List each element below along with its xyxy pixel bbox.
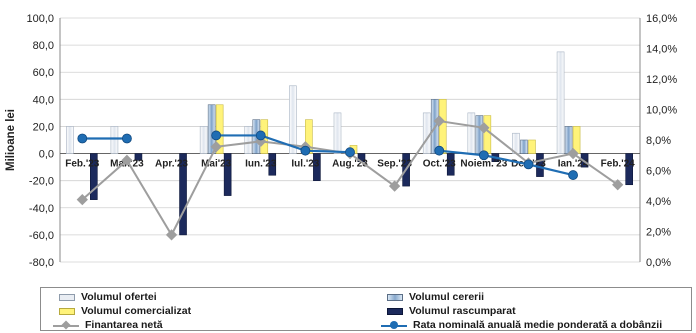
y-tick-label: -40,0: [29, 203, 54, 215]
point-rata: [300, 145, 311, 156]
point-rata: [122, 133, 132, 144]
y2-tick-label: 4,0%: [646, 196, 671, 208]
y-tick-label: 80,0: [33, 40, 54, 52]
point-finantare: [612, 179, 624, 191]
bar-repo: [179, 153, 187, 236]
y2-tick-label: 6,0%: [646, 166, 671, 178]
legend-swatch-rate: [381, 320, 407, 330]
point-rata: [523, 159, 534, 170]
legend-swatch-demand: [387, 293, 403, 301]
bar-repo: [90, 153, 98, 200]
legend-label-demand: Volumul cererii: [409, 291, 485, 303]
y-tick-label: 0,0: [39, 149, 54, 161]
bar-repo: [134, 153, 143, 161]
y-tick-label: 60,0: [33, 67, 54, 79]
x-tick-label: Ian.'24: [558, 159, 589, 170]
x-tick-label: Oct.'23: [423, 159, 456, 170]
point-rata: [434, 145, 445, 156]
legend-item-demand: Volumul cererii: [387, 290, 484, 304]
x-tick-label: Feb.'24: [601, 159, 635, 170]
bar-offer: [422, 112, 431, 154]
legend-item-fin: Finantarea netă: [53, 318, 163, 332]
bar-offer: [467, 112, 476, 154]
bar-offer: [110, 126, 119, 154]
point-rata: [478, 150, 489, 161]
legend-swatch-sold: [59, 307, 75, 315]
bar-sold: [438, 99, 447, 154]
y2-tick-label: 0,0%: [646, 257, 671, 269]
legend-item-offer: Volumul ofertei: [59, 290, 157, 304]
legend-label-sold: Volumul comercializat: [81, 305, 192, 317]
legend-label-fin: Finantarea netă: [85, 319, 163, 331]
point-finantare: [388, 180, 401, 192]
point-rata: [211, 130, 222, 141]
x-tick-label: Noiem.'23: [460, 159, 507, 170]
y-tick-label: -60,0: [29, 230, 54, 242]
y2-tick-label: 10,0%: [646, 105, 677, 117]
line-rata: [216, 134, 351, 154]
legend-label-rate: Rata nominală anuală medie ponderată a d…: [413, 319, 663, 331]
y2-tick-label: 16,0%: [646, 13, 677, 25]
legend-swatch-offer: [59, 293, 75, 301]
legend-item-rate: Rata nominală anuală medie ponderată a d…: [381, 318, 662, 332]
bar-repo: [446, 153, 455, 176]
y-tick-label: 100,0: [26, 13, 54, 25]
bar-repo: [268, 153, 277, 176]
x-tick-label: Feb.'23: [65, 159, 99, 170]
bar-demand: [475, 115, 484, 154]
bar-offer: [556, 51, 565, 154]
legend-swatch-repo: [387, 307, 403, 315]
point-rata: [568, 170, 578, 180]
x-tick-label: Iul.'23: [291, 159, 319, 170]
y2-tick-label: 2,0%: [646, 227, 671, 239]
bar-repo: [536, 153, 544, 177]
legend-label-repo: Volumul rascumparat: [409, 305, 516, 317]
point-rata: [255, 130, 266, 141]
bar-sold: [215, 104, 224, 154]
x-tick-label: Apr.'23: [155, 159, 188, 170]
bar-offer: [199, 126, 208, 154]
legend-label-offer: Volumul ofertei: [81, 291, 157, 303]
y-axis-title: Milioane lei: [5, 109, 17, 171]
point-rata: [345, 147, 355, 158]
bar-sold: [483, 115, 492, 154]
bar-repo: [223, 153, 232, 196]
bar-repo: [625, 153, 633, 186]
point-rata: [77, 133, 88, 144]
point-finantare: [165, 229, 178, 241]
bar-demand: [564, 126, 573, 154]
line-rata: [439, 149, 574, 177]
y-tick-label: 40,0: [33, 94, 54, 106]
point-finantare: [210, 141, 222, 153]
x-tick-label: Mai'23: [201, 159, 232, 170]
bar-offer: [244, 126, 253, 154]
y-tick-label: -20,0: [29, 176, 54, 188]
x-tick-label: Iun.'23: [245, 159, 277, 170]
bar-repo: [313, 153, 321, 181]
x-tick-label: Sep.'23: [377, 159, 412, 170]
y-tick-label: 20,0: [33, 121, 54, 133]
y-tick-label: -80,0: [29, 257, 54, 269]
y2-tick-label: 8,0%: [646, 135, 671, 147]
chart-legend: Volumul ofertei Volumul cererii Volumul …: [40, 287, 692, 331]
line-finantare: [81, 119, 619, 237]
y2-tick-label: 12,0%: [646, 74, 677, 86]
legend-swatch-fin: [53, 319, 79, 330]
chart-plot: 100,0 80,0 60,0 40,0 20,0 0,0 -20,0 -40,0 -60,0 -…: [5, 13, 677, 269]
bar-offer: [289, 85, 297, 154]
bar-offer: [66, 126, 74, 154]
legend-item-repo: Volumul rascumparat: [387, 304, 516, 318]
y2-tick-label: 14,0%: [646, 44, 677, 56]
point-finantare: [567, 147, 579, 160]
bar-offer: [333, 112, 342, 154]
bar-demand: [520, 139, 528, 154]
legend-item-sold: Volumul comercializat: [59, 304, 191, 318]
bar-sold: [528, 139, 536, 154]
x-tick-label: Aug.'23: [332, 159, 368, 170]
